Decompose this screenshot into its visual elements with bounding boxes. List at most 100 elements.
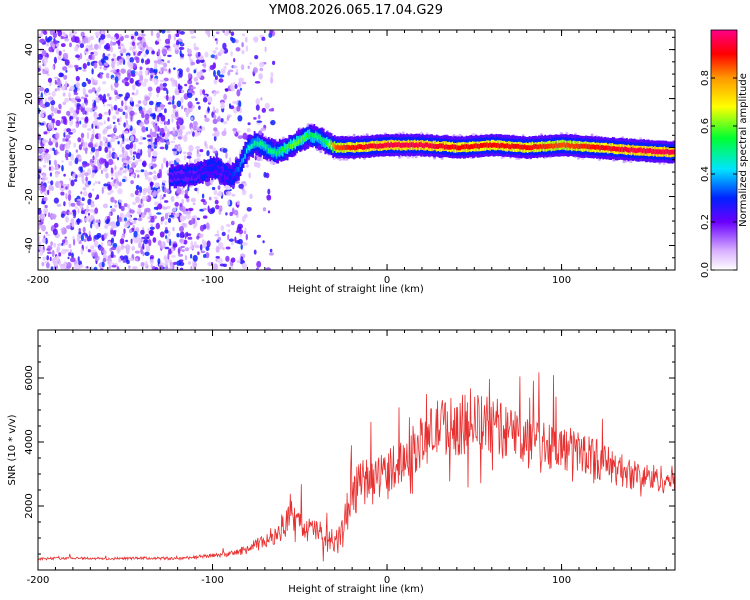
signal-cell [417, 143, 419, 149]
noise-speckle [181, 249, 185, 253]
noise-speckle [228, 157, 232, 165]
noise-speckle [139, 149, 143, 156]
noise-speckle [50, 180, 54, 186]
signal-cell [289, 144, 292, 149]
noise-speckle [202, 215, 208, 219]
noise-speckle [68, 243, 72, 249]
noise-speckle [225, 212, 228, 216]
noise-speckle [110, 227, 114, 230]
noise-speckle [220, 104, 225, 109]
signal-cell [497, 142, 499, 148]
noise-speckle [110, 69, 116, 73]
noise-speckle [268, 108, 274, 112]
signal-cell [423, 143, 426, 149]
noise-speckle [177, 41, 183, 45]
signal-cell [555, 142, 558, 148]
noise-speckle [270, 119, 276, 126]
signal-cell [432, 143, 435, 149]
noise-speckle [129, 62, 134, 68]
noise-speckle [172, 95, 175, 100]
noise-speckle [105, 72, 110, 79]
noise-speckle [137, 192, 141, 197]
signal-cell [402, 142, 405, 148]
noise-speckle [227, 114, 232, 118]
noise-speckle [144, 59, 149, 65]
noise-speckle [230, 51, 233, 57]
noise-speckle [94, 156, 98, 161]
noise-speckle [153, 60, 158, 64]
signal-cell [398, 142, 400, 147]
noise-speckle [118, 109, 123, 112]
noise-speckle [193, 121, 198, 127]
signal-cell [395, 142, 397, 148]
noise-speckle [86, 58, 91, 62]
noise-speckle [264, 102, 270, 109]
snr-panel: -200 -100 0 100 2000 4000 6000 Height of stra… [7, 329, 676, 595]
noise-speckle [194, 220, 198, 227]
signal-cell [341, 145, 344, 151]
noise-speckle [80, 117, 86, 120]
signal-cell [263, 142, 265, 148]
noise-speckle [165, 160, 169, 168]
noise-speckle [120, 245, 125, 251]
noise-speckle [127, 218, 132, 222]
noise-speckle [99, 140, 102, 147]
noise-speckle [43, 196, 48, 202]
noise-speckle [64, 97, 69, 103]
noise-speckle [153, 78, 159, 86]
noise-speckle [129, 228, 133, 234]
noise-speckle [261, 107, 266, 113]
signal-cell [216, 165, 218, 171]
noise-speckle [165, 266, 168, 270]
noise-speckle [110, 237, 115, 244]
noise-speckle [235, 72, 239, 75]
noise-speckle [202, 89, 206, 95]
signal-cell [382, 143, 385, 149]
signal-cell [409, 142, 411, 148]
noise-speckle [84, 217, 88, 222]
noise-speckle [238, 183, 244, 189]
noise-speckle [163, 193, 166, 198]
signal-cell [216, 165, 218, 176]
noise-speckle [255, 104, 260, 111]
noise-speckle [212, 105, 215, 113]
noise-speckle [97, 165, 100, 171]
noise-speckle [110, 36, 114, 40]
signal-cell [176, 173, 179, 179]
y-tick-label: -20 [24, 188, 35, 204]
noise-speckle [107, 125, 112, 130]
noise-speckle [199, 244, 203, 251]
noise-speckle [122, 259, 127, 263]
signal-cell [600, 145, 603, 150]
noise-speckle [216, 230, 219, 235]
noise-speckle [184, 232, 187, 240]
noise-speckle [179, 207, 184, 211]
signal-cell [418, 142, 421, 147]
noise-speckle [125, 239, 129, 243]
noise-speckle [220, 225, 225, 232]
signal-cell [343, 144, 345, 150]
noise-speckle [179, 203, 183, 208]
noise-speckle [93, 220, 96, 227]
noise-speckle [188, 207, 194, 212]
signal-cell [369, 143, 372, 149]
noise-speckle [47, 114, 53, 121]
noise-speckle [56, 81, 60, 85]
noise-speckle [168, 214, 175, 218]
signal-cell [490, 143, 493, 148]
noise-speckle [102, 97, 105, 105]
noise-speckle [189, 246, 195, 250]
noise-speckle [236, 105, 241, 112]
signal-cell [610, 146, 613, 152]
noise-speckle [110, 106, 114, 111]
noise-speckle [45, 237, 48, 245]
noise-speckle [173, 34, 176, 41]
noise-speckle [113, 104, 118, 111]
signal-cell [429, 143, 432, 149]
noise-speckle [245, 233, 248, 241]
noise-speckle [147, 185, 151, 193]
noise-speckle [214, 55, 218, 60]
noise-speckle [232, 65, 238, 69]
noise-speckle [102, 253, 107, 258]
noise-speckle [222, 247, 225, 251]
